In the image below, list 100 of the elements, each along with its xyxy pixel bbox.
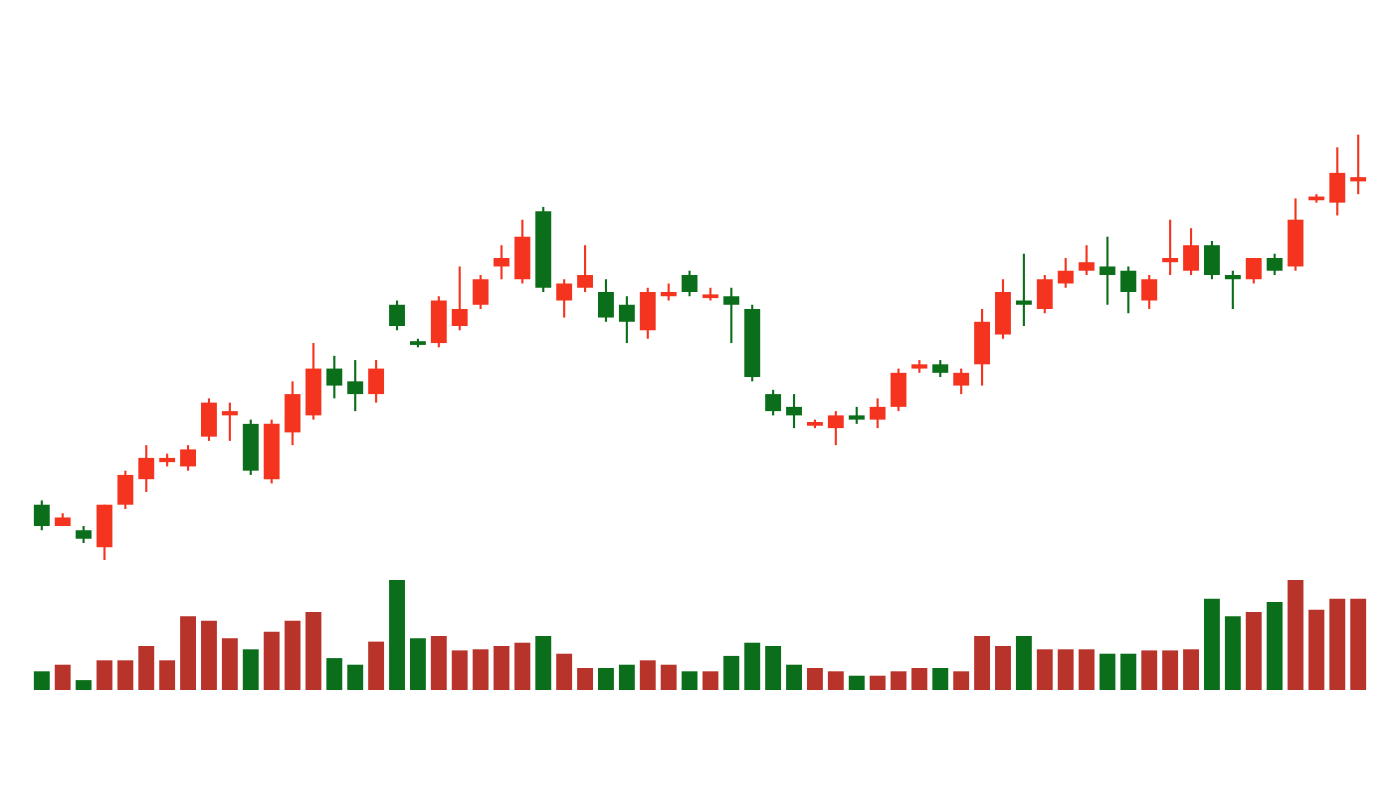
- candlestick: [618, 295, 635, 345]
- candlestick: [514, 218, 531, 285]
- bar: [1015, 636, 1032, 691]
- candlestick: [430, 295, 447, 349]
- candlestick: [1245, 256, 1262, 285]
- candlestick: [1266, 252, 1283, 277]
- bar: [744, 642, 761, 691]
- bar: [430, 636, 447, 691]
- candlestick: [639, 286, 656, 340]
- candlestick: [242, 418, 259, 476]
- candlestick: [786, 393, 802, 430]
- bar: [1203, 598, 1220, 691]
- candlestick: [556, 278, 573, 319]
- bar: [347, 664, 364, 691]
- candlestick: [33, 499, 50, 532]
- bar: [96, 660, 113, 691]
- bar: [848, 675, 865, 691]
- bar: [54, 664, 71, 691]
- candlestick: [221, 401, 238, 442]
- bar: [472, 649, 489, 691]
- bar: [953, 671, 970, 691]
- bar: [598, 668, 614, 691]
- bar: [932, 668, 949, 691]
- bar: [618, 664, 635, 691]
- candlestick: [389, 299, 405, 332]
- candlestick: [1350, 133, 1367, 196]
- bar: [201, 620, 217, 691]
- candlestick: [1329, 146, 1346, 217]
- candlestick: [305, 341, 322, 421]
- candlestick: [869, 397, 886, 430]
- candlestick: [1224, 269, 1241, 311]
- candlestick: [138, 444, 155, 494]
- candlestick: [598, 278, 614, 323]
- bar: [493, 646, 510, 691]
- bar: [702, 671, 719, 691]
- candlestick: [1162, 218, 1179, 277]
- bar: [786, 664, 802, 691]
- bar: [1245, 611, 1262, 691]
- bar: [389, 580, 405, 691]
- candlestick: [827, 410, 844, 447]
- bar: [556, 653, 573, 691]
- bar: [890, 671, 907, 691]
- candlestick: [1287, 197, 1304, 272]
- candlestick: [451, 265, 468, 332]
- bar: [660, 664, 677, 691]
- bar: [974, 636, 991, 691]
- bar: [723, 655, 740, 691]
- candlestick: [1183, 227, 1199, 277]
- candlestick: [723, 286, 740, 345]
- candlestick: [1015, 252, 1032, 328]
- bar: [1266, 602, 1283, 691]
- bar: [1162, 650, 1179, 691]
- bar: [263, 631, 280, 691]
- bar: [117, 660, 134, 691]
- bar: [806, 668, 823, 691]
- bar: [1350, 598, 1367, 691]
- candlestick: [284, 380, 301, 447]
- bar: [1120, 653, 1137, 691]
- bar: [681, 671, 698, 691]
- bar: [159, 660, 176, 691]
- bar: [1036, 649, 1053, 691]
- bar: [138, 646, 155, 691]
- bar: [1224, 616, 1241, 691]
- candlestick: [472, 273, 489, 311]
- candlestick: [368, 358, 385, 404]
- bar: [765, 646, 782, 691]
- candlestick: [974, 307, 991, 387]
- bar: [869, 675, 886, 691]
- candlestick: [995, 278, 1011, 340]
- candlestick: [1141, 273, 1158, 311]
- bar: [1329, 598, 1346, 691]
- bar: [33, 671, 50, 691]
- candlestick: [953, 367, 970, 396]
- bar: [1078, 649, 1095, 691]
- bar: [75, 680, 92, 691]
- candlestick: [765, 388, 782, 417]
- bar: [1057, 649, 1074, 691]
- bar: [514, 642, 531, 691]
- bar: [409, 638, 426, 691]
- bar: [827, 671, 844, 691]
- bar: [1308, 609, 1325, 691]
- bar: [305, 611, 322, 691]
- bar: [326, 658, 343, 691]
- bar: [284, 620, 301, 691]
- bar: [995, 646, 1011, 691]
- candlestick: [1120, 265, 1137, 315]
- candlestick: [326, 354, 343, 400]
- candlestick: [96, 503, 113, 562]
- candlestick: [1099, 235, 1116, 306]
- candlestick: [347, 358, 364, 413]
- candlestick: [681, 269, 698, 298]
- candlestick: [890, 367, 907, 413]
- bar: [368, 641, 385, 691]
- bar: [242, 649, 259, 691]
- candlestick: [1057, 256, 1074, 289]
- candlestick: [201, 397, 217, 442]
- candlestick: [180, 444, 196, 472]
- bar: [911, 668, 928, 691]
- bar: [180, 616, 196, 691]
- bar: [535, 636, 552, 691]
